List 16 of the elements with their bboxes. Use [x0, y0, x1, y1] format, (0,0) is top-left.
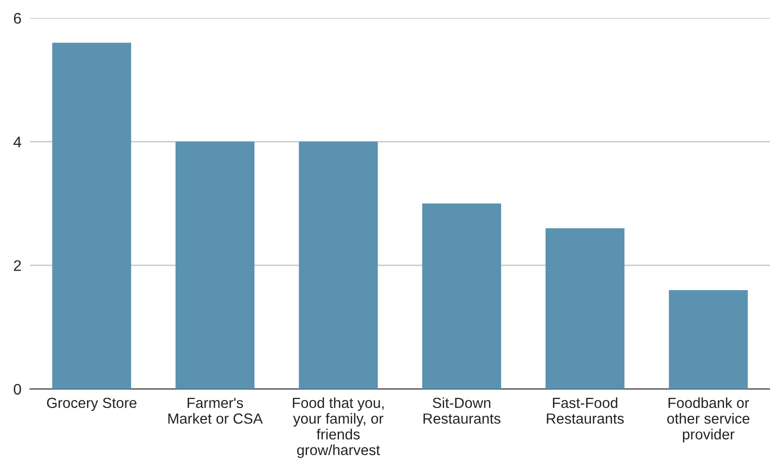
x-tick-label: Food that you, your family, or friends grow/harvest	[292, 397, 384, 458]
y-tick-label: 2	[14, 260, 21, 271]
bar	[176, 142, 254, 389]
y-tick-label: 0	[14, 384, 22, 395]
bar	[52, 42, 132, 389]
bar	[422, 204, 502, 389]
y-tick-label: 6	[14, 12, 21, 24]
bar	[668, 290, 748, 389]
x-tick-label: Sit-Down Restaurants	[424, 397, 500, 424]
x-tick-label: Grocery Store	[47, 398, 136, 411]
y-tick-label: 4	[14, 136, 22, 148]
bar	[298, 142, 378, 389]
x-tick-label: Farmer's Market or CSA	[168, 398, 263, 424]
x-tick-label: Foodbank or other service provider	[667, 397, 750, 442]
x-tick-label: Fast-Food Restaurants	[546, 397, 624, 424]
bar	[546, 228, 624, 389]
